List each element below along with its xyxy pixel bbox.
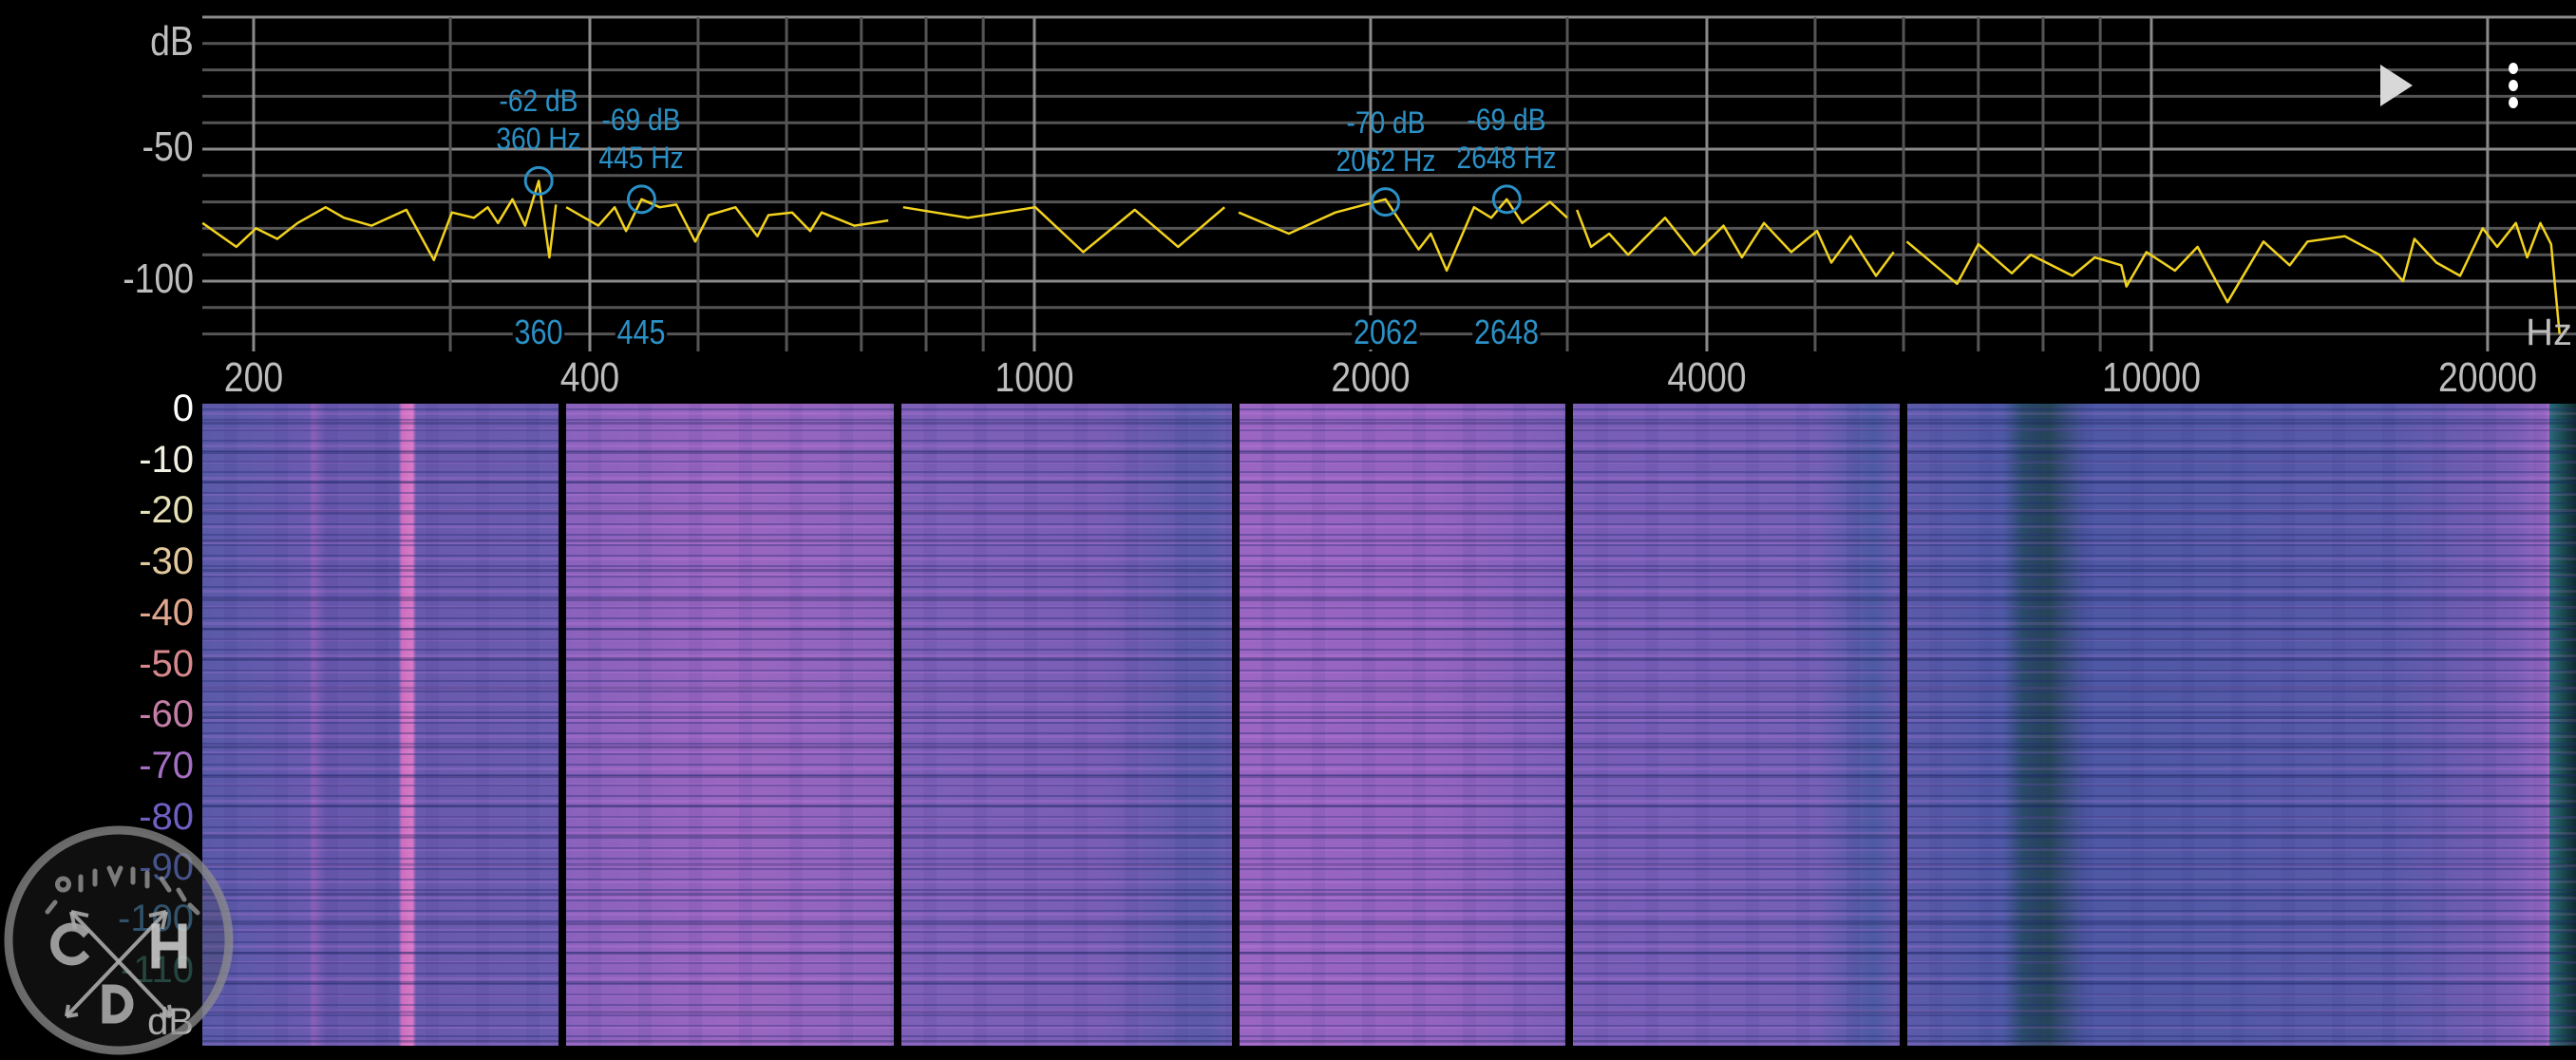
spectrum-segment xyxy=(201,180,558,262)
peak-hz-label: 445 Hz xyxy=(598,140,685,175)
spectrogram-panel xyxy=(1240,404,1565,1046)
peak-marker-circle xyxy=(1371,187,1401,218)
peak-axis-label: 445 xyxy=(616,312,668,351)
spectrogram-panel xyxy=(202,404,559,1046)
x-tick-label: 2000 xyxy=(1331,354,1411,401)
peak-hz-label: 2648 Hz xyxy=(1456,140,1557,175)
spectrum-segment xyxy=(1576,209,1895,277)
peak-marker-circle xyxy=(523,165,554,196)
colorbar-label: -70 xyxy=(139,744,194,786)
x-tick-label: 200 xyxy=(223,354,284,401)
colorbar-label: -80 xyxy=(139,795,194,838)
colorbar-label: -60 xyxy=(139,693,194,736)
watermark-logo xyxy=(4,825,234,1055)
peak-label: -62 dB 360 Hz xyxy=(497,82,581,158)
spectrogram-panel xyxy=(1907,404,2549,1046)
spectrogram-panel xyxy=(566,404,894,1046)
peak-db-label: -62 dB xyxy=(499,84,578,119)
peak-axis-label: 2062 xyxy=(1351,312,1420,351)
y-tick-label: -50 xyxy=(142,123,194,170)
spectrum-plot xyxy=(201,15,2576,351)
peak-axis-label: 2648 xyxy=(1472,312,1542,351)
peak-db-label: -69 dB xyxy=(601,102,681,137)
x-axis-unit: Hz xyxy=(2526,312,2572,353)
x-tick-label: 4000 xyxy=(1667,354,1747,401)
colorbar-label: -10 xyxy=(139,438,194,481)
y-axis-unit: dB xyxy=(150,18,194,65)
peak-marker-circle xyxy=(1491,184,1522,215)
spectrum-segment xyxy=(1905,221,2561,334)
spectrogram-panel xyxy=(900,404,1233,1046)
play-icon[interactable] xyxy=(2380,65,2413,106)
spectrum-segment xyxy=(565,198,889,243)
colorbar-label: 0 xyxy=(172,388,194,429)
colorbar-label: -50 xyxy=(139,642,194,685)
y-tick-label: -100 xyxy=(123,256,194,302)
peak-markers xyxy=(523,165,1522,218)
x-tick-label: 400 xyxy=(559,354,620,401)
peak-db-label: -69 dB xyxy=(1467,102,1546,137)
peak-hz-label: 360 Hz xyxy=(496,122,581,157)
x-tick-label: 10000 xyxy=(2101,354,2201,401)
peak-label: -69 dB 445 Hz xyxy=(599,101,684,177)
colorbar-label: -40 xyxy=(139,591,194,634)
peak-marker-circle xyxy=(626,184,656,215)
spectrum-line xyxy=(201,180,2561,334)
spectrum-segment xyxy=(1238,198,1568,273)
spectrum-grid xyxy=(202,15,2576,351)
peak-label: -69 dB 2648 Hz xyxy=(1457,101,1557,177)
colorbar-label: -30 xyxy=(139,540,194,583)
peak-hz-label: 2062 Hz xyxy=(1335,142,1435,178)
more-vert-icon[interactable] xyxy=(2498,63,2529,116)
peak-label: -70 dB 2062 Hz xyxy=(1335,104,1435,180)
spectrogram-edge xyxy=(2549,404,2576,1046)
x-tick-label: 20000 xyxy=(2437,354,2537,401)
spectrum-segment xyxy=(902,205,1226,254)
peak-axis-label: 360 xyxy=(512,312,565,351)
colorbar-label: -20 xyxy=(139,489,194,532)
spectrogram-panel xyxy=(1572,404,1901,1046)
peak-db-label: -70 dB xyxy=(1346,104,1426,140)
x-tick-label: 1000 xyxy=(994,354,1074,401)
